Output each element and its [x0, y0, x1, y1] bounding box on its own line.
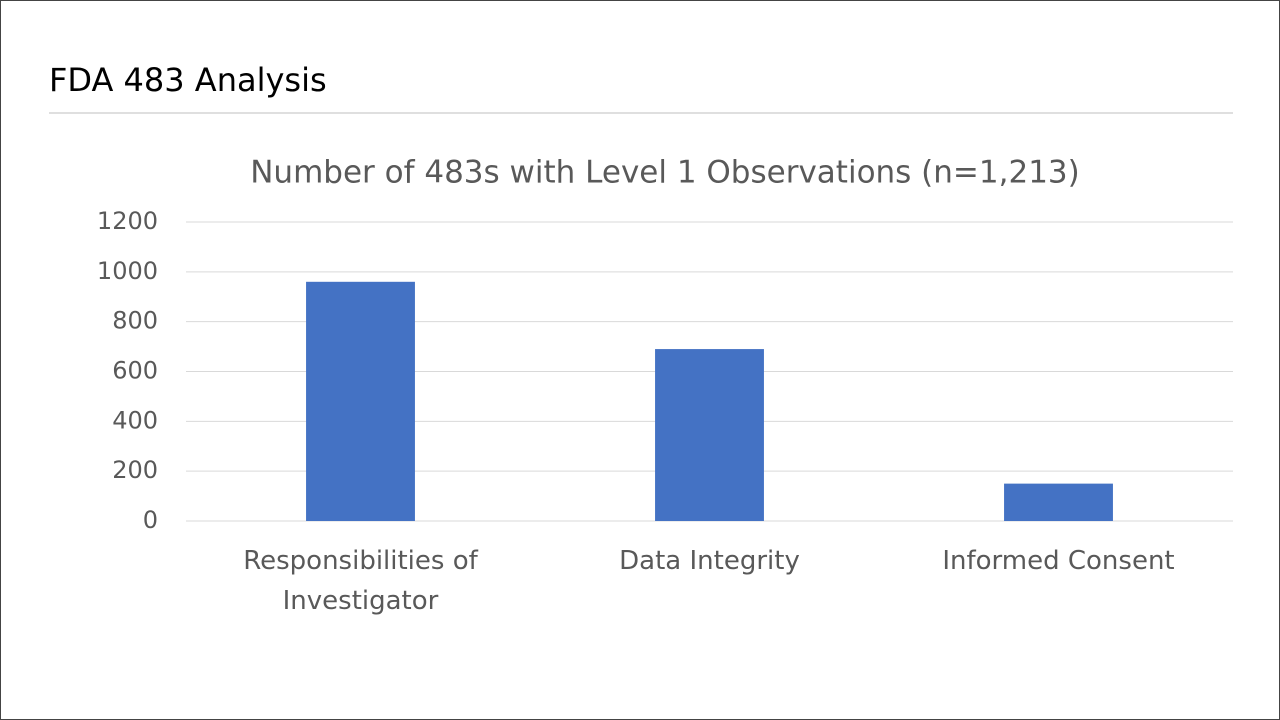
- bar: [655, 349, 764, 521]
- x-tick-label: Responsibilities of Investigator: [243, 546, 478, 616]
- x-tick-label: Data Integrity: [619, 546, 800, 576]
- y-tick-label: 400: [112, 406, 158, 434]
- bar: [306, 281, 415, 521]
- chart-title: Number of 483s with Level 1 Observations…: [250, 155, 1080, 191]
- y-tick-label: 0: [143, 506, 158, 534]
- y-tick-label: 800: [112, 307, 158, 335]
- x-tick-label: Informed Consent: [942, 546, 1175, 576]
- y-tick-label: 600: [112, 357, 158, 385]
- y-tick-label: 1200: [97, 207, 158, 235]
- slide-title: FDA 483 Analysis: [49, 61, 327, 99]
- bar: [1004, 483, 1113, 521]
- y-tick-label: 1000: [97, 257, 158, 285]
- y-tick-label: 200: [112, 456, 158, 484]
